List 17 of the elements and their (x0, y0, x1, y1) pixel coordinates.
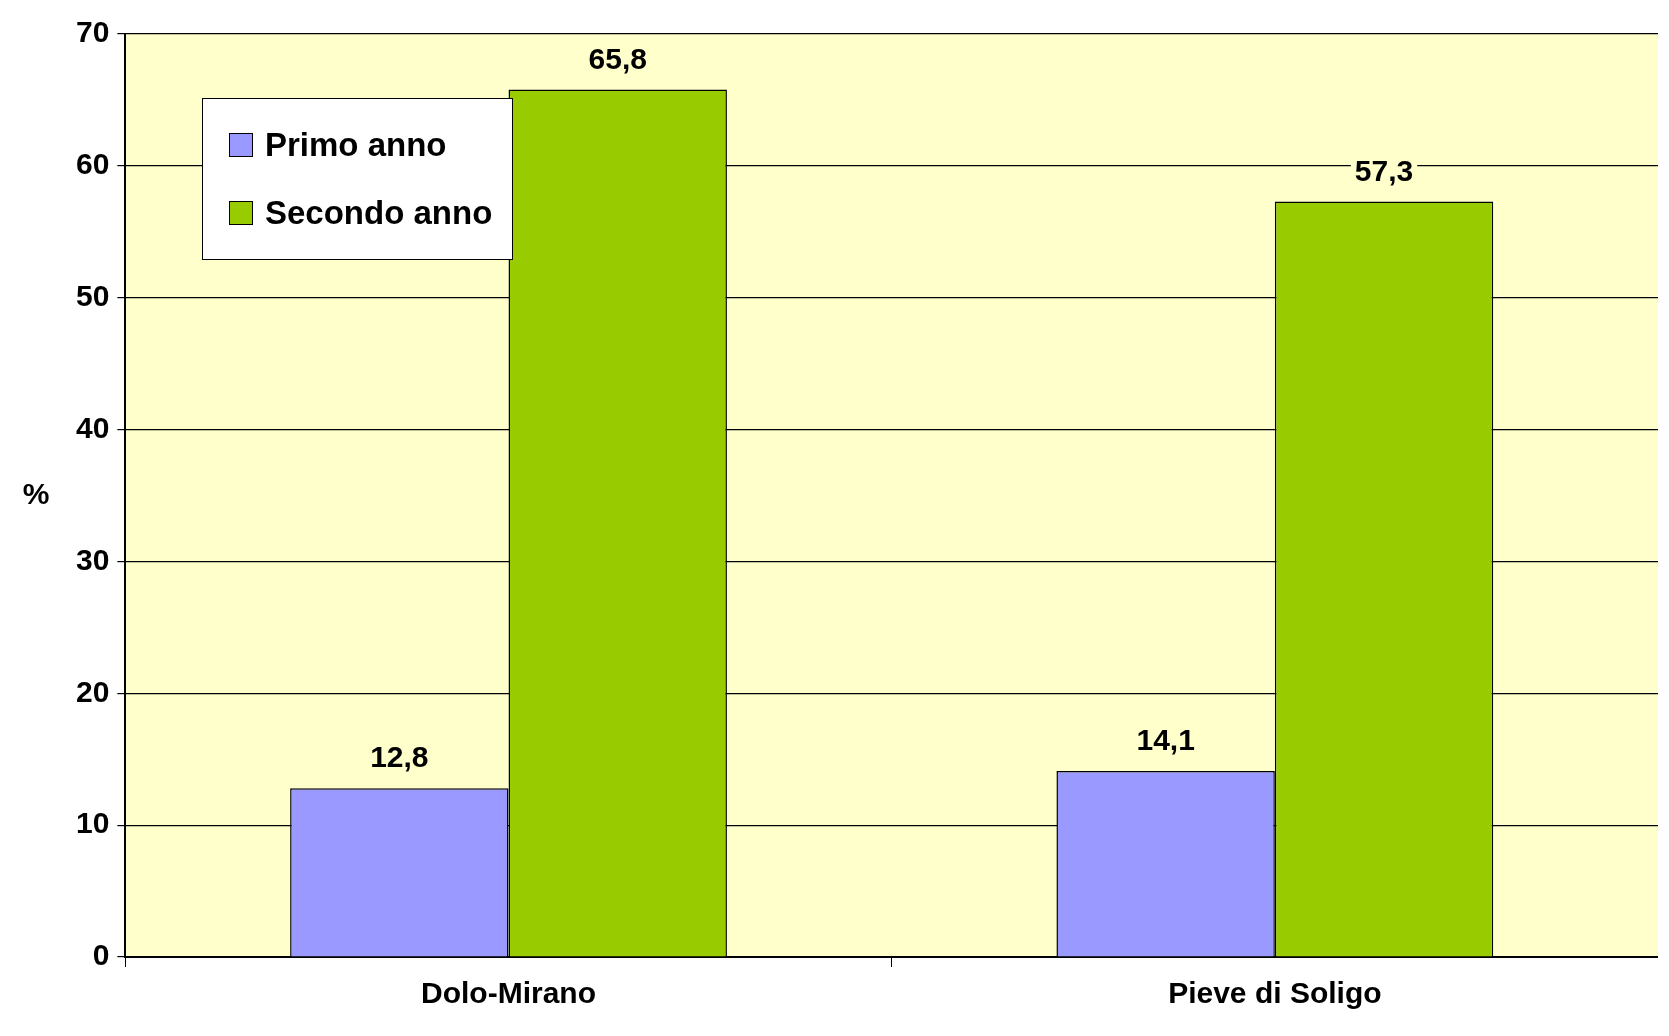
y-tick-label: 70 (75, 15, 110, 49)
legend-label: Secondo anno (265, 194, 493, 232)
y-tick-label: 30 (75, 542, 110, 576)
data-label: 12,8 (370, 740, 429, 774)
x-tick-label: Pieve di Soligo (1168, 976, 1382, 1010)
legend-label: Primo anno (265, 126, 447, 164)
x-tick-label: Dolo-Mirano (421, 976, 597, 1010)
y-tick-label: 40 (75, 410, 110, 444)
y-tick-label: 20 (75, 674, 110, 708)
data-label: 57,3 (1354, 153, 1414, 187)
y-axis-title: % (22, 476, 50, 510)
y-tick-label: 60 (75, 147, 110, 181)
y-tick-label: 50 (75, 278, 110, 312)
data-label: 14,1 (1136, 723, 1195, 757)
data-label: 65,8 (588, 41, 647, 75)
y-tick-label: 0 (92, 938, 110, 972)
y-tick-label: 10 (75, 806, 110, 840)
